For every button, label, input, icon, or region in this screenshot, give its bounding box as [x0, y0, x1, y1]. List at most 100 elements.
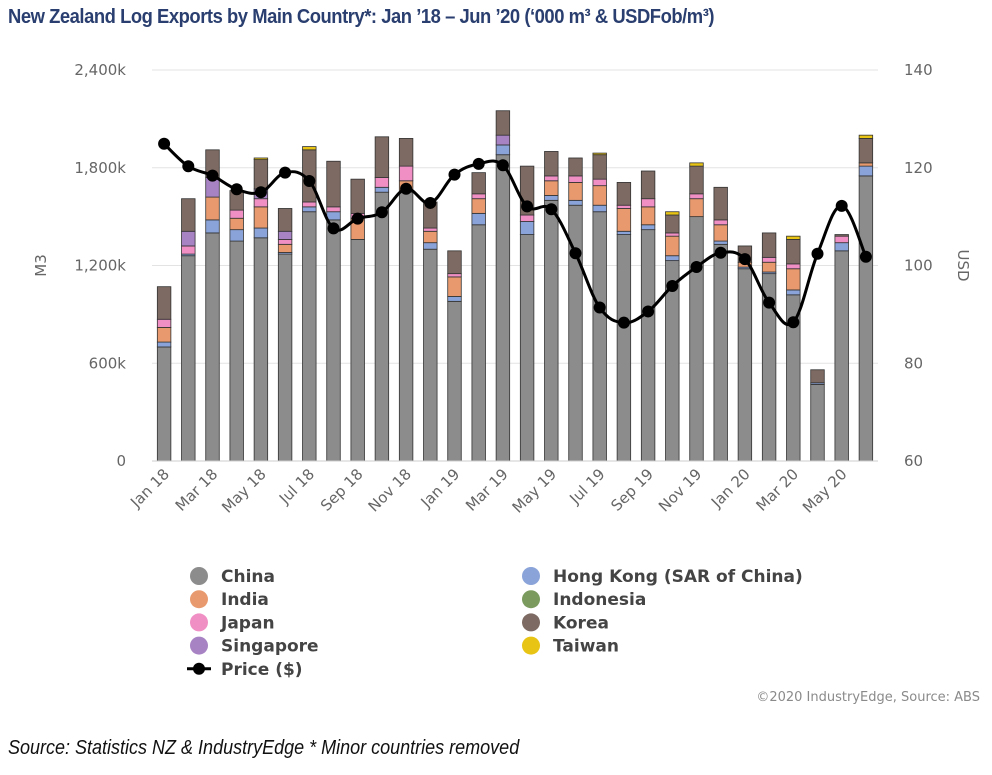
bar-segment [858, 134, 874, 139]
bar-segment [568, 199, 583, 206]
bar-segment [277, 230, 293, 240]
bar-segment [374, 177, 390, 188]
bar-segment [834, 234, 849, 237]
bar-segment [834, 250, 849, 462]
bar-segment [156, 327, 172, 343]
bar-segment [713, 243, 728, 462]
bar-segment [689, 193, 704, 200]
bar-segment [544, 151, 559, 177]
price-point [230, 183, 243, 196]
y-tick-label: 2,400k [74, 61, 126, 79]
bar-segment [181, 230, 196, 247]
x-tick-label: Jan 18 [126, 465, 173, 512]
legend-label: Japan [220, 613, 275, 633]
bar-segment [447, 300, 462, 462]
y-tick-label: 600k [89, 354, 127, 372]
bar-segment [592, 154, 607, 180]
price-line [163, 142, 868, 326]
bar-segment [181, 255, 196, 462]
legend-swatch [190, 636, 208, 655]
x-tick-label: May 20 [799, 465, 851, 517]
bar-segment [786, 263, 801, 270]
bar-segment [544, 180, 559, 196]
bar-segment [761, 232, 777, 258]
bar-segment [568, 182, 583, 201]
bar-segment [398, 191, 414, 462]
price-point [569, 247, 582, 260]
price-point [738, 253, 751, 266]
bar-segment [665, 211, 680, 216]
y2-tick-label: 140 [904, 61, 933, 79]
bar-segment [398, 165, 414, 182]
bar-segment [205, 196, 220, 221]
x-tick-label: Nov 19 [655, 465, 705, 515]
x-tick-label: Mar 20 [753, 465, 803, 515]
legend-label: Hong Kong (SAR of China) [553, 567, 803, 587]
bar-segment [592, 178, 607, 187]
legend-swatch [190, 613, 208, 632]
bar-segment [447, 273, 462, 278]
bar-segment [786, 239, 801, 265]
bar-segment [810, 384, 825, 462]
price-point [545, 203, 558, 216]
price-point [617, 316, 630, 329]
bar-segment [786, 268, 801, 291]
price-point [811, 247, 824, 260]
price-point [496, 159, 509, 172]
source-note: Source: Statistics NZ & IndustryEdge * M… [8, 737, 520, 759]
price-point [763, 296, 776, 309]
bar-segment [568, 175, 583, 183]
bar-segment [423, 242, 438, 250]
bar-segment [592, 204, 607, 213]
bar-segment [495, 134, 511, 146]
legend-swatch [193, 662, 205, 675]
y2-tick-label: 120 [904, 159, 933, 177]
bar-segment [447, 250, 462, 275]
bar-segment [689, 165, 704, 195]
bar-segment [495, 144, 511, 156]
x-tick-label: Mar 19 [462, 465, 512, 515]
bar-segment [156, 341, 172, 348]
bar-segment [640, 170, 656, 200]
price-point [375, 206, 388, 219]
bar-segment [640, 198, 656, 208]
bar-segment [665, 232, 680, 237]
bar-segment [834, 242, 849, 252]
bar-segment [665, 235, 680, 257]
bar-segment [350, 239, 365, 462]
y-axis-right: 60 80 100 120 140 USD [904, 61, 972, 470]
bar-segment [761, 256, 777, 263]
y2-tick-label: 100 [904, 257, 933, 275]
price-point [642, 305, 655, 318]
y2-tick-label: 80 [904, 354, 923, 372]
bar-segment [689, 198, 704, 218]
bar-segment [423, 227, 438, 232]
bar-segment [326, 160, 341, 208]
price-point [303, 174, 316, 187]
bar-segment [156, 318, 172, 328]
price-point [521, 200, 534, 213]
price-point [472, 157, 485, 170]
price-point [327, 222, 340, 235]
bar-segment [326, 211, 341, 221]
bar-segment [253, 206, 269, 229]
legend-label: India [221, 590, 269, 610]
bar-segment [229, 209, 244, 219]
bar-segment [374, 136, 390, 178]
bar-segment [253, 227, 269, 239]
legend: China Hong Kong (SAR of China) India Indone… [187, 567, 803, 680]
price-point [400, 182, 413, 195]
x-tick-label: Jul 18 [275, 465, 318, 508]
bar-segment [616, 208, 632, 232]
x-tick-label: Sep 18 [317, 465, 367, 515]
bar-segment [277, 208, 293, 232]
price-point [279, 166, 292, 179]
y-tick-label: 0 [116, 452, 126, 470]
y2-axis-title: USD [954, 249, 972, 281]
legend-swatch [522, 567, 540, 585]
bar-segment [834, 235, 849, 244]
bar-segment [350, 178, 365, 214]
credit-text: ©2020 IndustryEdge, Source: ABS [756, 690, 980, 705]
bar-segment [640, 224, 656, 231]
bar-segment [616, 204, 632, 209]
